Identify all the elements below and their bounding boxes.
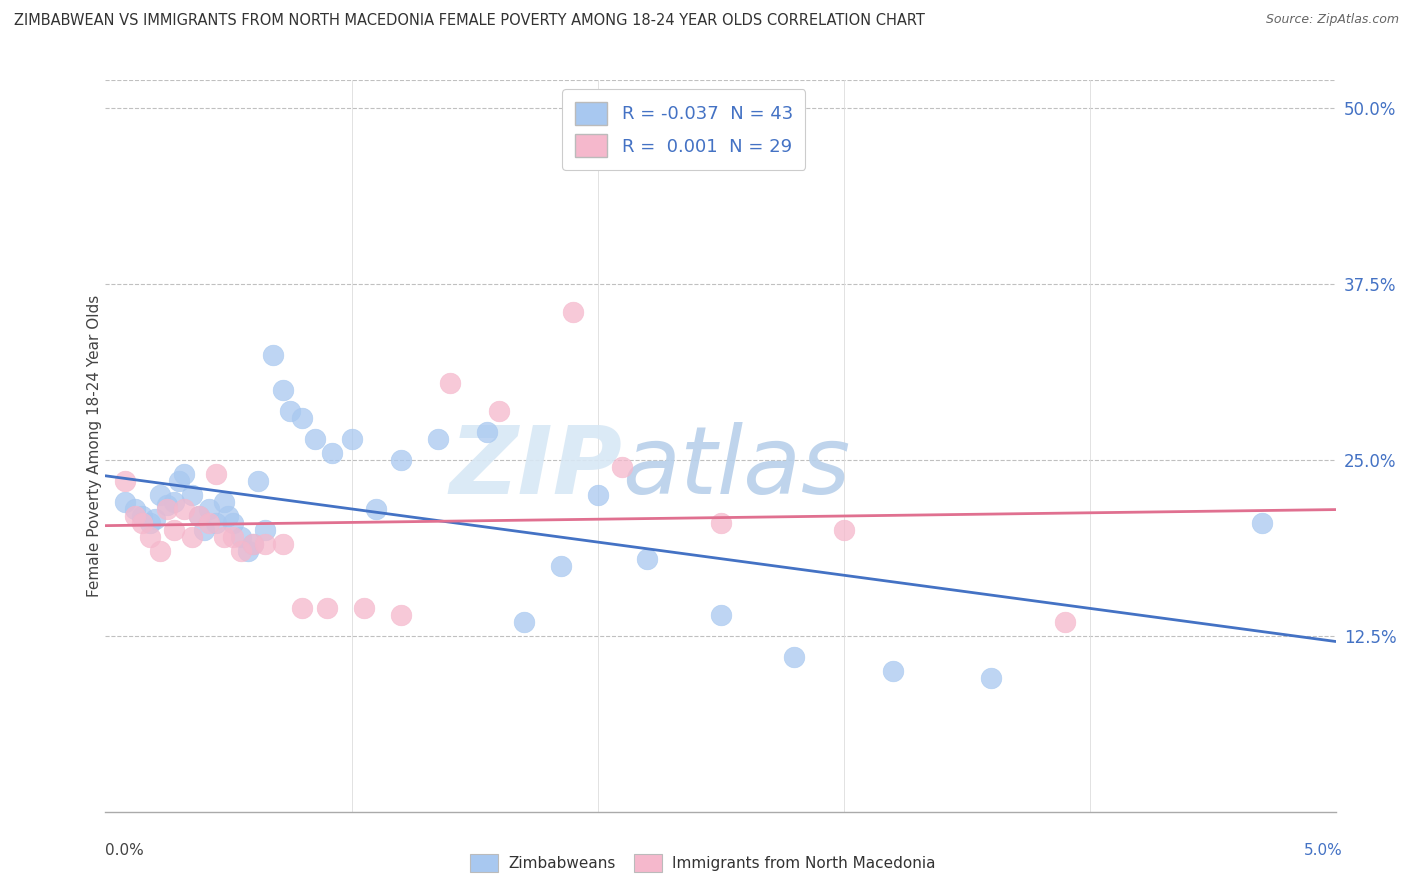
Point — [114, 495, 136, 509]
Legend: Zimbabweans, Immigrants from North Macedonia: Zimbabweans, Immigrants from North Maced… — [463, 846, 943, 880]
Point — [550, 558, 572, 573]
Point — [389, 453, 412, 467]
Point — [1054, 615, 1077, 629]
Point — [173, 467, 195, 482]
Point — [304, 432, 326, 446]
Text: ZIMBABWEAN VS IMMIGRANTS FROM NORTH MACEDONIA FEMALE POVERTY AMONG 18-24 YEAR OL: ZIMBABWEAN VS IMMIGRANTS FROM NORTH MACE… — [14, 13, 925, 29]
Y-axis label: Female Poverty Among 18-24 Year Olds: Female Poverty Among 18-24 Year Olds — [87, 295, 101, 597]
Point — [340, 432, 363, 446]
Point — [114, 474, 136, 488]
Point — [389, 607, 412, 622]
Point — [180, 488, 202, 502]
Point — [149, 544, 172, 558]
Text: 0.0%: 0.0% — [105, 843, 145, 858]
Point — [710, 516, 733, 531]
Point — [205, 467, 228, 482]
Point — [586, 488, 609, 502]
Legend: R = -0.037  N = 43, R =  0.001  N = 29: R = -0.037 N = 43, R = 0.001 N = 29 — [562, 89, 806, 170]
Point — [218, 509, 240, 524]
Text: ZIP: ZIP — [450, 422, 621, 514]
Point — [980, 671, 1002, 685]
Point — [1251, 516, 1274, 531]
Point — [163, 495, 186, 509]
Point — [124, 509, 146, 524]
Point — [832, 524, 855, 538]
Point — [513, 615, 536, 629]
Point — [193, 524, 215, 538]
Point — [173, 502, 195, 516]
Point — [271, 537, 294, 551]
Point — [205, 516, 228, 531]
Point — [291, 600, 314, 615]
Point — [212, 495, 235, 509]
Point — [321, 446, 343, 460]
Point — [143, 512, 166, 526]
Point — [291, 410, 314, 425]
Point — [710, 607, 733, 622]
Point — [242, 537, 264, 551]
Text: 5.0%: 5.0% — [1303, 843, 1343, 858]
Text: Source: ZipAtlas.com: Source: ZipAtlas.com — [1265, 13, 1399, 27]
Point — [271, 383, 294, 397]
Point — [229, 530, 252, 544]
Point — [197, 516, 219, 531]
Point — [242, 537, 264, 551]
Text: atlas: atlas — [621, 423, 851, 514]
Point — [188, 509, 211, 524]
Point — [197, 502, 219, 516]
Point — [426, 432, 449, 446]
Point — [212, 530, 235, 544]
Point — [353, 600, 375, 615]
Point — [254, 524, 277, 538]
Point — [236, 544, 260, 558]
Point — [475, 425, 498, 439]
Point — [636, 551, 658, 566]
Point — [262, 348, 284, 362]
Point — [783, 650, 806, 665]
Point — [188, 509, 211, 524]
Point — [180, 530, 202, 544]
Point — [156, 502, 179, 516]
Point — [254, 537, 277, 551]
Point — [222, 516, 245, 531]
Point — [149, 488, 172, 502]
Point — [163, 524, 186, 538]
Point — [366, 502, 388, 516]
Point — [131, 509, 153, 524]
Point — [229, 544, 252, 558]
Point — [278, 404, 301, 418]
Point — [139, 516, 162, 531]
Point — [316, 600, 339, 615]
Point — [169, 474, 191, 488]
Point — [247, 474, 270, 488]
Point — [222, 530, 245, 544]
Point — [439, 376, 461, 390]
Point — [124, 502, 146, 516]
Point — [139, 530, 162, 544]
Point — [882, 664, 904, 678]
Point — [612, 460, 634, 475]
Point — [488, 404, 510, 418]
Point — [562, 305, 585, 319]
Point — [131, 516, 153, 531]
Point — [156, 498, 179, 512]
